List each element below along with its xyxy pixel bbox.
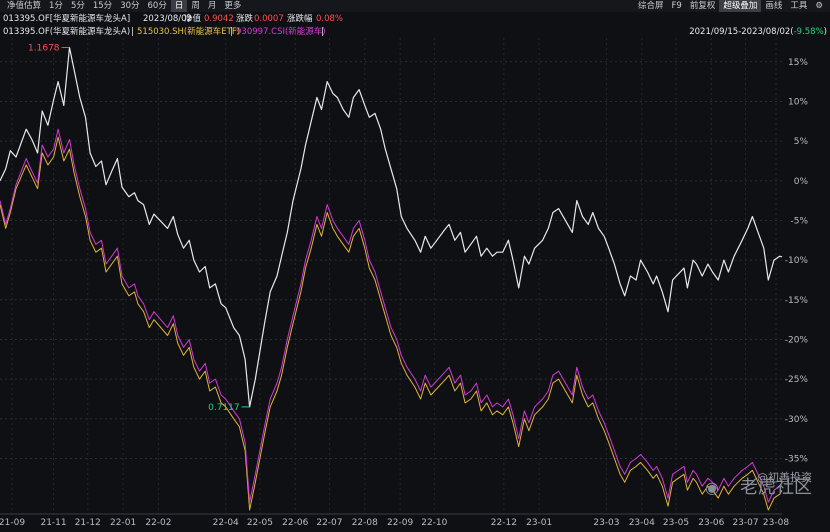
tiger-logo-icon: ◉ — [705, 478, 719, 497]
date-range-close: ) — [823, 27, 827, 37]
legend-fund: 013395.OF(华夏新能源车龙头A) — [3, 27, 131, 37]
nav-value: 0.9042 — [204, 14, 234, 24]
fund-code-label: 013395.OF[华夏新能源车龙头A] — [3, 14, 131, 24]
x-tick-label: 22-04 — [213, 518, 239, 528]
x-tick-label: 21-12 — [75, 518, 101, 528]
x-tick-label: 22-12 — [491, 518, 517, 528]
watermark-community: 老虎社区 — [740, 477, 812, 498]
tab-30min[interactable]: 30分 — [120, 1, 140, 11]
nav-label: 净值 — [184, 14, 202, 24]
x-tick-label: 23-04 — [629, 518, 655, 528]
y-tick-label: -20% — [785, 335, 809, 345]
high-label: 1.1678 — [28, 44, 60, 54]
tab-more[interactable]: 更多 — [224, 1, 242, 11]
y-tick-label: 10% — [788, 97, 808, 107]
y-tick-label: -30% — [785, 415, 809, 425]
legend-sep-1: | — [131, 27, 134, 37]
x-tick-label: 22-10 — [421, 518, 447, 528]
pct-value: 0.08% — [316, 14, 344, 24]
x-tick-label: 22-07 — [316, 518, 342, 528]
x-tick-label: 23-06 — [698, 518, 724, 528]
legend-sep-3: | — [321, 27, 324, 37]
tab-1min[interactable]: 1分 — [49, 1, 63, 11]
x-tick-label: 23-03 — [593, 518, 619, 528]
tab-day[interactable]: 日 — [170, 0, 188, 12]
change-value: 0.0007 — [254, 14, 284, 24]
y-tick-label: -35% — [785, 454, 809, 464]
x-tick-label: 22-01 — [110, 518, 136, 528]
x-tick-label: 23-05 — [663, 518, 689, 528]
right-menu: 综合屏 F9 前复权 超级叠加 画线 工具 ⚙ — [634, 0, 827, 12]
tab-5min[interactable]: 5分 — [70, 1, 85, 11]
range-return: -9.58% — [793, 27, 824, 37]
x-axis: 21-09 21-11 21-12 22-01 22-02 22-04 22-05 22-06… — [0, 513, 789, 528]
x-tick-label: 22-08 — [352, 518, 378, 528]
menu-super-overlay[interactable]: 超级叠加 — [719, 0, 762, 12]
menu-draw-line[interactable]: 画线 — [765, 1, 783, 11]
tab-week[interactable]: 周 — [191, 1, 200, 11]
x-tick-label: 23-08 — [763, 518, 789, 528]
chart-lines — [0, 46, 783, 511]
chart-annotations: 1.1678 0.7117 — [28, 44, 250, 413]
info-bar: 013395.OF[华夏新能源车龙头A] 2023/08/02 净值 0.904… — [0, 13, 830, 25]
legend-index: 930997.CSI(新能源车) — [236, 27, 326, 37]
gear-icon[interactable]: ⚙ — [815, 1, 823, 11]
change-label: 涨跌 — [236, 14, 254, 24]
menu-forward-adjust[interactable]: 前复权 — [689, 1, 716, 11]
y-axis: 15% 10% 5% 0% -5% -10% -15% -20% -25% -30% -35% — [785, 58, 809, 465]
legend-sep-2: | — [230, 27, 233, 37]
y-tick-label: -25% — [785, 375, 809, 385]
x-tick-label: 22-05 — [247, 518, 273, 528]
tab-60min[interactable]: 60分 — [147, 1, 167, 11]
y-tick-label: -5% — [790, 216, 808, 226]
period-tabs: 净值估算 1分 5分 15分 30分 60分 日 周 月 更多 — [3, 0, 245, 12]
date-range-text: 2021/09/15-2023/08/02( — [689, 27, 794, 37]
x-tick-label: 23-01 — [526, 518, 552, 528]
chart-grid — [0, 38, 782, 514]
y-tick-label: -15% — [785, 296, 809, 306]
tab-month[interactable]: 月 — [207, 1, 217, 11]
x-tick-label: 21-09 — [0, 518, 25, 528]
y-tick-label: 0% — [794, 177, 809, 187]
legend-etf: 515030.SH(新能源车ETF) — [137, 27, 241, 37]
menu-tools[interactable]: 工具 — [790, 1, 808, 11]
x-tick-label: 22-02 — [145, 518, 171, 528]
menu-composite-screen[interactable]: 综合屏 — [637, 1, 664, 11]
series-line-etf — [0, 136, 783, 511]
menu-f9[interactable]: F9 — [671, 1, 682, 11]
watermark-author: @初善投资 — [757, 470, 812, 484]
pct-label: 涨跌幅 — [287, 14, 313, 24]
x-tick-label: 21-11 — [40, 518, 66, 528]
tab-15min[interactable]: 15分 — [92, 1, 113, 11]
tab-nav-estimate[interactable]: 净值估算 — [7, 1, 42, 11]
top-toolbar: 净值估算 1分 5分 15分 30分 60分 日 周 月 更多 综合屏 F9 前… — [0, 0, 830, 12]
date-label: 2023/08/02 — [143, 14, 192, 24]
y-tick-label: 15% — [788, 58, 808, 68]
series-line-fund — [0, 46, 783, 408]
watermark: @初善投资 老虎社区 ◉ — [705, 470, 812, 498]
series-line-index — [0, 128, 783, 503]
date-range: 2021/09/15-2023/08/02(-9.58%) — [689, 26, 827, 38]
legend-bar: 013395.OF(华夏新能源车龙头A) | 515030.SH(新能源车ETF… — [0, 26, 830, 38]
low-label: 0.7117 — [208, 403, 240, 413]
x-tick-label: 22-06 — [282, 518, 308, 528]
y-tick-label: 5% — [794, 137, 809, 147]
y-tick-label: -10% — [785, 256, 809, 266]
x-tick-label: 22-09 — [387, 518, 413, 528]
x-tick-label: 23-07 — [732, 518, 758, 528]
line-chart[interactable]: 15% 10% 5% 0% -5% -10% -15% -20% -25% -30% -35% 21… — [0, 38, 830, 532]
